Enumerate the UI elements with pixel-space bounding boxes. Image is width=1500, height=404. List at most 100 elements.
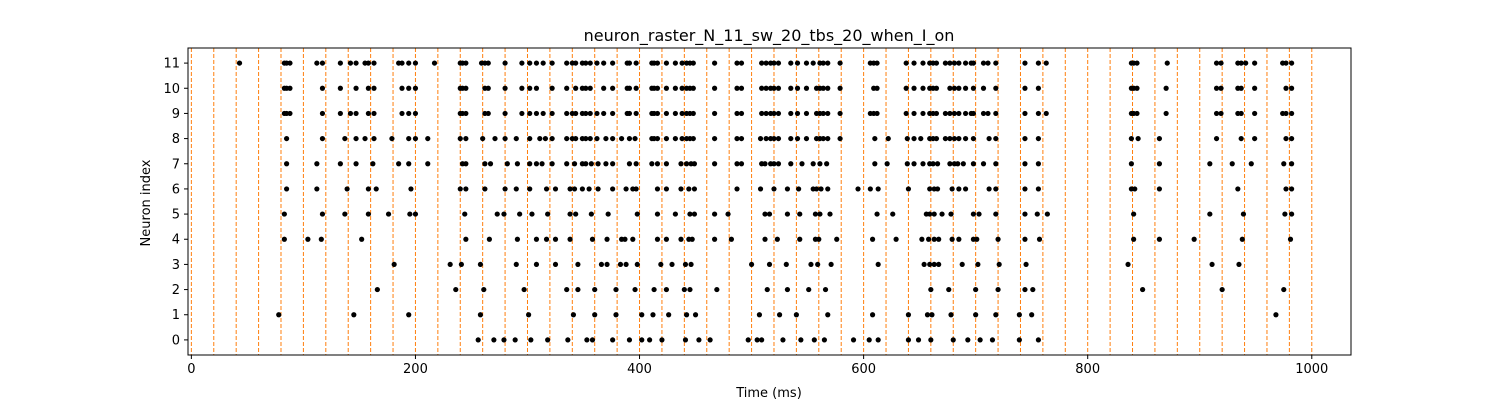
spike-point	[993, 85, 999, 91]
spike-point	[319, 135, 326, 142]
spike-point	[477, 261, 484, 268]
spike-point	[359, 236, 365, 242]
spike-point	[974, 236, 980, 242]
spike-point	[362, 135, 368, 142]
spike-point	[651, 286, 657, 293]
spike-point	[626, 135, 633, 142]
spike-point	[679, 60, 685, 66]
spike-point	[573, 110, 579, 117]
spike-point	[1131, 236, 1137, 242]
spike-point	[678, 186, 684, 192]
spike-point	[564, 286, 570, 293]
spike-point	[911, 135, 917, 142]
spike-point	[365, 85, 371, 91]
spike-point	[1035, 110, 1042, 117]
spike-point	[989, 337, 996, 343]
x-axis-label: Time (ms)	[735, 386, 802, 400]
spike-point	[659, 337, 665, 343]
spike-point	[399, 110, 405, 117]
spike-point	[457, 186, 463, 192]
y-tick-label: 9	[172, 107, 180, 122]
spike-point	[425, 135, 431, 142]
spike-point	[738, 110, 745, 117]
spike-point	[903, 85, 909, 91]
spike-point	[1252, 85, 1258, 91]
spike-point	[874, 85, 880, 91]
spike-point	[691, 186, 698, 192]
spike-point	[933, 110, 940, 117]
spike-point	[1218, 60, 1224, 66]
spike-point	[502, 60, 508, 66]
spike-point	[407, 211, 413, 217]
spike-point	[928, 337, 934, 343]
spike-point	[370, 161, 376, 167]
spike-point	[654, 211, 661, 217]
spike-point	[931, 261, 937, 268]
spike-point	[794, 110, 801, 117]
spike-point	[543, 186, 550, 192]
chart-title: neuron_raster_N_11_sw_20_tbs_20_when_I_o…	[584, 26, 955, 46]
spike-point	[762, 236, 768, 242]
spike-point	[584, 337, 590, 343]
spike-point	[993, 211, 999, 217]
spike-point	[962, 135, 969, 142]
spike-point	[728, 236, 735, 242]
spike-point	[281, 211, 287, 217]
spike-point	[875, 261, 881, 268]
spike-point	[482, 161, 488, 167]
spike-point	[589, 236, 596, 242]
spike-point	[690, 110, 696, 117]
spike-point	[1218, 110, 1224, 117]
spike-point	[905, 337, 912, 343]
spike-point	[634, 261, 640, 268]
spike-point	[734, 161, 740, 167]
spike-point	[519, 85, 525, 91]
spike-point	[663, 60, 670, 66]
spike-point	[463, 186, 469, 192]
spike-point	[788, 60, 794, 66]
spike-point	[679, 135, 685, 142]
spike-point	[408, 186, 414, 192]
spike-point	[287, 85, 293, 91]
spike-point	[766, 261, 773, 268]
spike-point	[463, 110, 469, 117]
spike-point	[604, 261, 610, 268]
spike-point	[757, 186, 764, 192]
spike-point	[683, 312, 690, 318]
spike-point	[993, 312, 999, 318]
spike-point	[527, 85, 533, 91]
spike-point	[947, 110, 953, 117]
spike-point	[654, 85, 661, 91]
spike-point	[371, 60, 377, 66]
spike-point	[956, 135, 962, 142]
spike-point	[633, 60, 639, 66]
spike-point	[711, 60, 718, 66]
spike-point	[980, 85, 987, 91]
spike-point	[808, 261, 814, 268]
spike-point	[549, 110, 555, 117]
spike-point	[412, 60, 419, 66]
spike-point	[811, 337, 817, 343]
spike-point	[603, 135, 609, 142]
spike-point	[993, 135, 999, 142]
spike-point	[993, 186, 999, 192]
spike-point	[1044, 211, 1050, 217]
spike-point	[874, 60, 880, 66]
spike-point	[236, 60, 243, 66]
spike-point	[763, 60, 769, 66]
spike-point	[391, 261, 397, 268]
spike-point	[601, 85, 607, 91]
spike-point	[485, 60, 491, 66]
spike-point	[690, 85, 696, 91]
spike-point	[594, 135, 600, 142]
spike-point	[610, 60, 616, 66]
spike-point	[763, 135, 769, 142]
spike-point	[920, 161, 926, 167]
spike-point	[365, 211, 371, 217]
spike-point	[337, 161, 343, 167]
spike-point	[573, 211, 579, 217]
spike-point	[784, 286, 791, 293]
spike-point	[487, 161, 494, 167]
spike-point	[1273, 312, 1279, 318]
